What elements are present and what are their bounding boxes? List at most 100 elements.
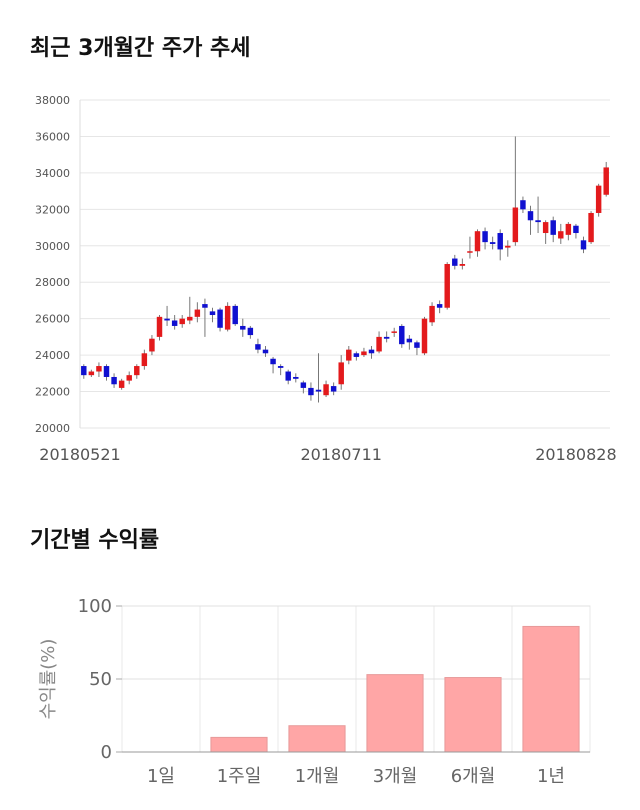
candle-body bbox=[603, 167, 609, 195]
candle-body bbox=[414, 342, 420, 348]
candle-body bbox=[497, 233, 503, 250]
x-tick-label: 1년 bbox=[537, 766, 565, 787]
candle-body bbox=[171, 320, 178, 326]
candle-body bbox=[361, 351, 367, 356]
candle-body bbox=[164, 318, 170, 321]
candle-body bbox=[285, 371, 291, 381]
candle-body bbox=[527, 211, 534, 221]
candle-body bbox=[505, 245, 511, 248]
candle-body bbox=[368, 349, 375, 354]
y-axis-label: 수익률(%) bbox=[38, 639, 59, 720]
candle-body bbox=[149, 338, 155, 352]
candle-body bbox=[240, 325, 246, 330]
return-bar bbox=[288, 725, 346, 753]
candle-body bbox=[588, 212, 594, 243]
candle-body bbox=[399, 325, 405, 345]
candle-body bbox=[436, 304, 443, 308]
y-tick-label: 50 bbox=[89, 669, 112, 690]
x-tick-label: 20180521 bbox=[39, 445, 120, 464]
candle-body bbox=[353, 353, 360, 357]
candle-body bbox=[255, 344, 261, 350]
candle-body bbox=[270, 358, 276, 365]
y-tick-label: 0 bbox=[101, 742, 112, 763]
candle-body bbox=[224, 305, 231, 330]
candle-body bbox=[482, 231, 488, 243]
candle-body bbox=[542, 222, 549, 234]
candle-body bbox=[467, 251, 473, 253]
candle-body bbox=[535, 220, 541, 223]
candle-body bbox=[406, 338, 413, 343]
candle-body bbox=[96, 366, 102, 372]
y-tick-label: 100 bbox=[78, 596, 112, 617]
y-tick-label: 34000 bbox=[35, 167, 70, 180]
x-tick-label: 1개월 bbox=[295, 766, 340, 787]
candle-body bbox=[293, 376, 299, 379]
candle-body bbox=[330, 386, 337, 392]
return-bar bbox=[522, 625, 580, 753]
candle-body bbox=[179, 318, 185, 325]
candle-body bbox=[512, 207, 519, 243]
candle-body bbox=[308, 387, 314, 396]
candle-body bbox=[156, 316, 163, 337]
price-trend-chart: 20000 22000 24000 26000 28000 30000 32000 34000… bbox=[35, 94, 617, 464]
x-tick-label: 6개월 bbox=[451, 766, 496, 787]
y-tick-label: 24000 bbox=[35, 349, 70, 362]
x-tick-label: 1일 bbox=[147, 766, 175, 787]
candle-body bbox=[209, 311, 216, 316]
x-tick-label: 3개월 bbox=[373, 766, 418, 787]
y-tick-label: 26000 bbox=[35, 313, 70, 326]
candle-body bbox=[262, 349, 269, 354]
candle-body bbox=[573, 225, 579, 234]
y-tick-label: 22000 bbox=[35, 386, 70, 399]
candle-body bbox=[520, 200, 526, 210]
candle-body bbox=[194, 309, 201, 317]
x-tick-label: 20180828 bbox=[535, 445, 616, 464]
x-tick-label: 1주일 bbox=[217, 766, 262, 787]
returns-title: 기간별 수익률 bbox=[30, 528, 160, 553]
candle-body bbox=[88, 371, 95, 376]
candle-body bbox=[111, 376, 117, 385]
candle-body bbox=[383, 336, 390, 339]
candle-body bbox=[134, 366, 140, 376]
candle-body bbox=[277, 366, 284, 368]
candle-body bbox=[323, 384, 329, 396]
y-tick-label: 36000 bbox=[35, 130, 70, 143]
candle-body bbox=[580, 240, 587, 250]
candle-body bbox=[232, 305, 238, 325]
candle-body bbox=[391, 331, 397, 333]
y-tick-label: 32000 bbox=[35, 203, 70, 216]
candle-body bbox=[376, 336, 382, 352]
return-bar bbox=[366, 674, 424, 753]
return-bar bbox=[444, 677, 502, 753]
candle-body bbox=[550, 220, 556, 235]
candle-body bbox=[489, 242, 496, 244]
candle-body bbox=[217, 309, 223, 328]
candle-body bbox=[126, 375, 132, 381]
candle-body bbox=[595, 185, 602, 213]
price-trend-title: 최근 3개월간 주가 추세 bbox=[30, 36, 251, 61]
candle-body bbox=[247, 327, 254, 336]
candle-body bbox=[81, 366, 87, 376]
x-tick-label: 20180711 bbox=[300, 445, 381, 464]
candle-body bbox=[558, 231, 564, 239]
candle-body bbox=[421, 318, 428, 354]
candle-body bbox=[429, 305, 435, 323]
candle-body bbox=[346, 349, 352, 361]
candle-body bbox=[444, 264, 450, 308]
candle-body bbox=[315, 389, 322, 392]
y-tick-label: 38000 bbox=[35, 94, 70, 107]
candle-body bbox=[118, 380, 125, 388]
candle-body bbox=[474, 231, 481, 252]
candle-body bbox=[141, 353, 148, 367]
candle-body bbox=[459, 264, 466, 266]
candle-body bbox=[187, 316, 193, 321]
return-bar bbox=[210, 736, 268, 753]
candle-body bbox=[338, 362, 344, 385]
candle-body bbox=[452, 258, 458, 266]
candle-body bbox=[565, 223, 572, 235]
candle-body bbox=[202, 304, 208, 308]
candle-body bbox=[300, 382, 307, 388]
y-tick-label: 20000 bbox=[35, 422, 70, 435]
y-tick-label: 28000 bbox=[35, 276, 70, 289]
